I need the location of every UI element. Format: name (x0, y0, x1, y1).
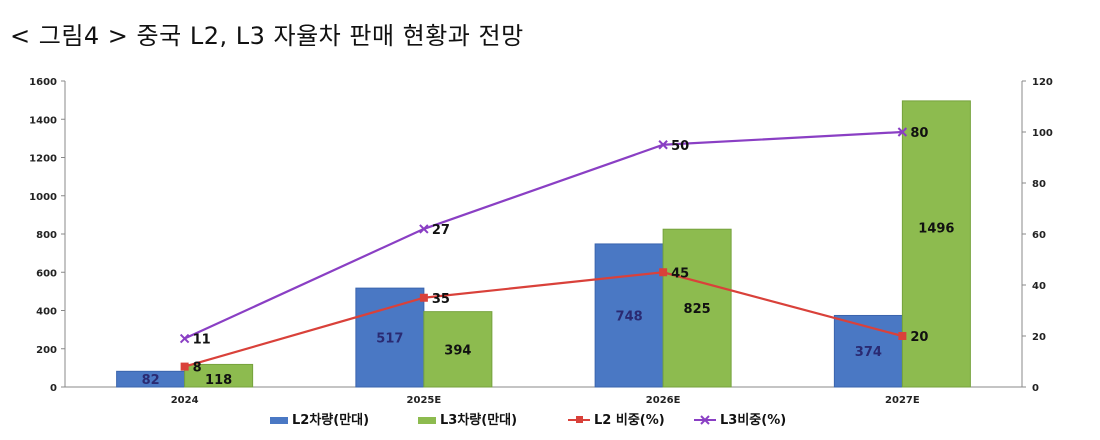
y-right-tick-label: 40 (1032, 281, 1046, 292)
l3-bar (901, 100, 971, 388)
y-right-tick-label: 60 (1032, 230, 1046, 241)
y-left-tick-label: 400 (36, 307, 57, 318)
l2-bar-label: 748 (616, 309, 643, 324)
l2-share-label: 20 (910, 330, 928, 345)
y-right-tick-label: 80 (1032, 179, 1046, 190)
l2-share-marker (659, 268, 668, 277)
l2-share-marker (898, 332, 907, 340)
l3-share-marker (179, 333, 190, 344)
y-left-tick-label: 0 (50, 383, 57, 394)
l2-share-marker (419, 293, 428, 302)
y-left-tick-label: 1000 (29, 192, 57, 203)
y-right-tick-label: 120 (1032, 77, 1053, 88)
x-tick-label: 2025E (407, 395, 442, 406)
l3-bar-label: 1496 (918, 222, 954, 237)
y-left-tick-label: 1400 (29, 115, 57, 126)
l3-share-marker (419, 224, 429, 234)
l2-share-label: 35 (432, 292, 450, 307)
l2-bar (594, 243, 664, 388)
l2-bar-label: 82 (142, 373, 160, 388)
x-tick-label: 2024 (171, 395, 199, 406)
y-left-tick-label: 1600 (29, 77, 57, 88)
l2-share-label: 45 (671, 266, 689, 281)
y-right-tick-label: 0 (1032, 383, 1039, 394)
l3-share-label: 80 (910, 126, 928, 141)
legend-l2-line-label: L2 비중(%) (594, 413, 665, 428)
legend-l2-bar-swatch (270, 417, 288, 424)
legend-l2-line-marker (576, 416, 583, 423)
l3-share-marker (658, 140, 668, 150)
l3-bar (662, 228, 732, 388)
l2-bar-label: 374 (855, 345, 882, 360)
y-left-tick-label: 800 (36, 230, 57, 241)
l2-bar-label: 517 (376, 332, 403, 347)
l2-share-marker (180, 362, 189, 371)
legend-l3-line-marker (700, 415, 710, 425)
l2-share-label: 8 (193, 361, 202, 376)
y-left-tick-label: 1200 (29, 154, 57, 165)
l3-bar-label: 394 (444, 343, 471, 358)
legend-l3-bar-swatch (418, 417, 436, 424)
chart-title: < 그림4 > 중국 L2, L3 자율차 판매 현황과 전망 (10, 22, 524, 50)
l3-share-marker (897, 127, 908, 137)
x-tick-label: 2027E (885, 395, 920, 406)
y-left-tick-label: 600 (36, 268, 57, 279)
y-right-tick-label: 100 (1032, 128, 1053, 139)
x-tick-label: 2026E (646, 395, 681, 406)
l2-bar (355, 287, 425, 388)
l3-bar (184, 363, 254, 388)
legend-l3-line-label: L3비중(%) (720, 413, 786, 428)
l3-share-line (184, 130, 903, 340)
l3-bar (423, 311, 493, 388)
l3-bar-label: 825 (684, 302, 711, 317)
legend-l3-bar-label: L3차량(만대) (440, 412, 517, 428)
l2-share-line (184, 271, 903, 368)
l3-share-label: 27 (432, 223, 450, 238)
y-left-tick-label: 200 (36, 345, 57, 356)
l3-bar-label: 118 (205, 373, 232, 388)
l3-share-label: 11 (193, 333, 211, 348)
y-right-tick-label: 20 (1032, 332, 1046, 343)
l3-share-label: 50 (671, 139, 689, 154)
legend-l2-bar-label: L2차량(만대) (292, 412, 369, 428)
